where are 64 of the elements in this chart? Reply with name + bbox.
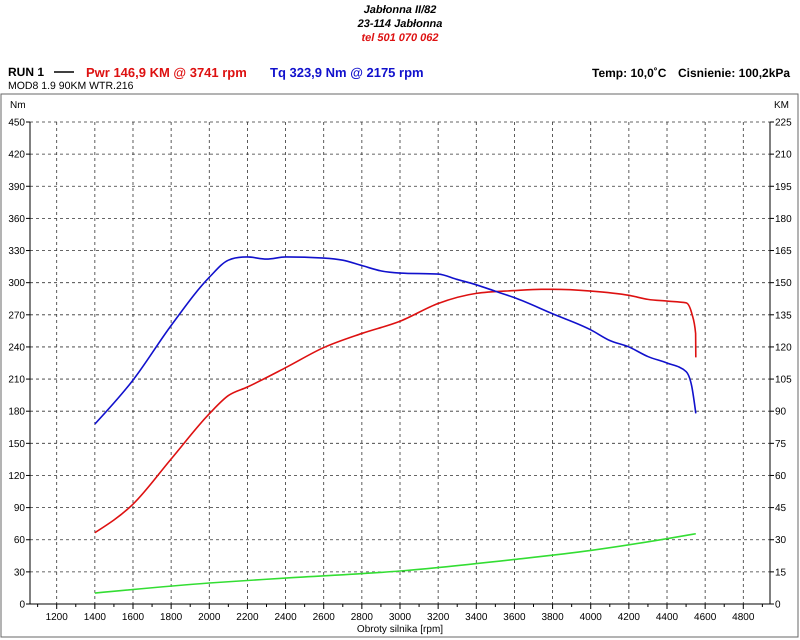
y-tick-label: 330	[8, 246, 26, 258]
x-tick-label: 1800	[160, 612, 183, 623]
y-tick-label: 300	[8, 278, 26, 290]
y-tick-label: 210	[8, 374, 26, 386]
x-tick-label: 2800	[350, 612, 374, 623]
x-tick-label: 1600	[122, 612, 145, 623]
text: MOD8 1.9 90KM WTR.216	[8, 80, 134, 92]
y2-tick-label: 75	[775, 438, 787, 450]
text: Cisnienie: 100,2kPa	[678, 66, 790, 80]
y2-tick-label: 45	[775, 503, 787, 514]
y-tick-label: 270	[8, 310, 26, 322]
text: Temp: 10,0˚C	[592, 66, 667, 80]
y2-tick-label: 135	[775, 310, 792, 322]
y-tick-label: 240	[8, 342, 26, 354]
y2-tick-label: 15	[775, 567, 787, 578]
x-tick-label: 2200	[236, 612, 259, 623]
line-series	[94, 532, 697, 594]
y2-tick-label: 195	[775, 182, 792, 193]
y2-tick-label: 225	[775, 118, 792, 128]
x-tick-label: 4400	[656, 612, 679, 623]
y-tick-label: 390	[8, 182, 26, 193]
y-tick-label: 360	[8, 214, 26, 225]
y-tick-label: 450	[8, 118, 26, 128]
x-tick-label: 3800	[541, 612, 564, 623]
x-tick-label: 3200	[427, 612, 450, 623]
y2-tick-label: 60	[775, 470, 787, 482]
y2-tick-label: 90	[775, 406, 787, 418]
x-tick-label: 2400	[274, 612, 298, 623]
x-tick-label: 1200	[46, 612, 68, 623]
y2-tick-label: 0	[775, 600, 781, 610]
y2-axis-title: KM	[774, 100, 789, 111]
y2-tick-label: 210	[775, 150, 792, 161]
x-axis-title: Obroty silnika [rpm]	[356, 624, 444, 635]
header-text: Jabłonna II/82 23-114 Jabłonna tel 501 070 062	[358, 4, 442, 44]
x-tick-label: 4200	[618, 612, 640, 623]
x-tick-label: 4000	[580, 612, 602, 623]
y-tick-label: 60	[14, 535, 26, 546]
x-tick-label: 3000	[388, 612, 412, 623]
x-tick-label: 4600	[694, 612, 717, 623]
x-tick-label: 3400	[465, 612, 488, 623]
text: Pwr 146,9 KM @ 3741 rpm	[86, 65, 247, 80]
y2-tick-label: 30	[775, 535, 787, 546]
text: Tq 323,9 Nm @ 2175 rpm	[270, 65, 424, 80]
x-tick-label: 4800	[732, 612, 755, 623]
y2-tick-label: 105	[775, 374, 792, 386]
y-tick-label: 0	[19, 600, 26, 610]
x-tick-label: 2600	[312, 612, 336, 623]
y-tick-label: 420	[8, 150, 26, 161]
y2-tick-label: 120	[775, 342, 792, 354]
x-tick-label: 3600	[503, 612, 526, 623]
y-tick-label: 120	[8, 470, 26, 482]
y2-tick-label: 180	[775, 214, 792, 225]
x-tick-label: 2000	[198, 612, 221, 623]
y-tick-label: 30	[14, 567, 26, 578]
y2-tick-label: 150	[775, 278, 792, 290]
y-tick-label: 90	[14, 503, 26, 514]
line-series	[94, 288, 697, 534]
line-series	[94, 256, 697, 425]
y-axis-title: Nm	[10, 100, 26, 111]
x-tick-label: 1400	[84, 612, 106, 623]
y-tick-label: 150	[8, 438, 26, 450]
y2-tick-label: 165	[775, 246, 792, 258]
text: RUN 1	[8, 65, 44, 79]
y-tick-label: 180	[8, 406, 26, 418]
